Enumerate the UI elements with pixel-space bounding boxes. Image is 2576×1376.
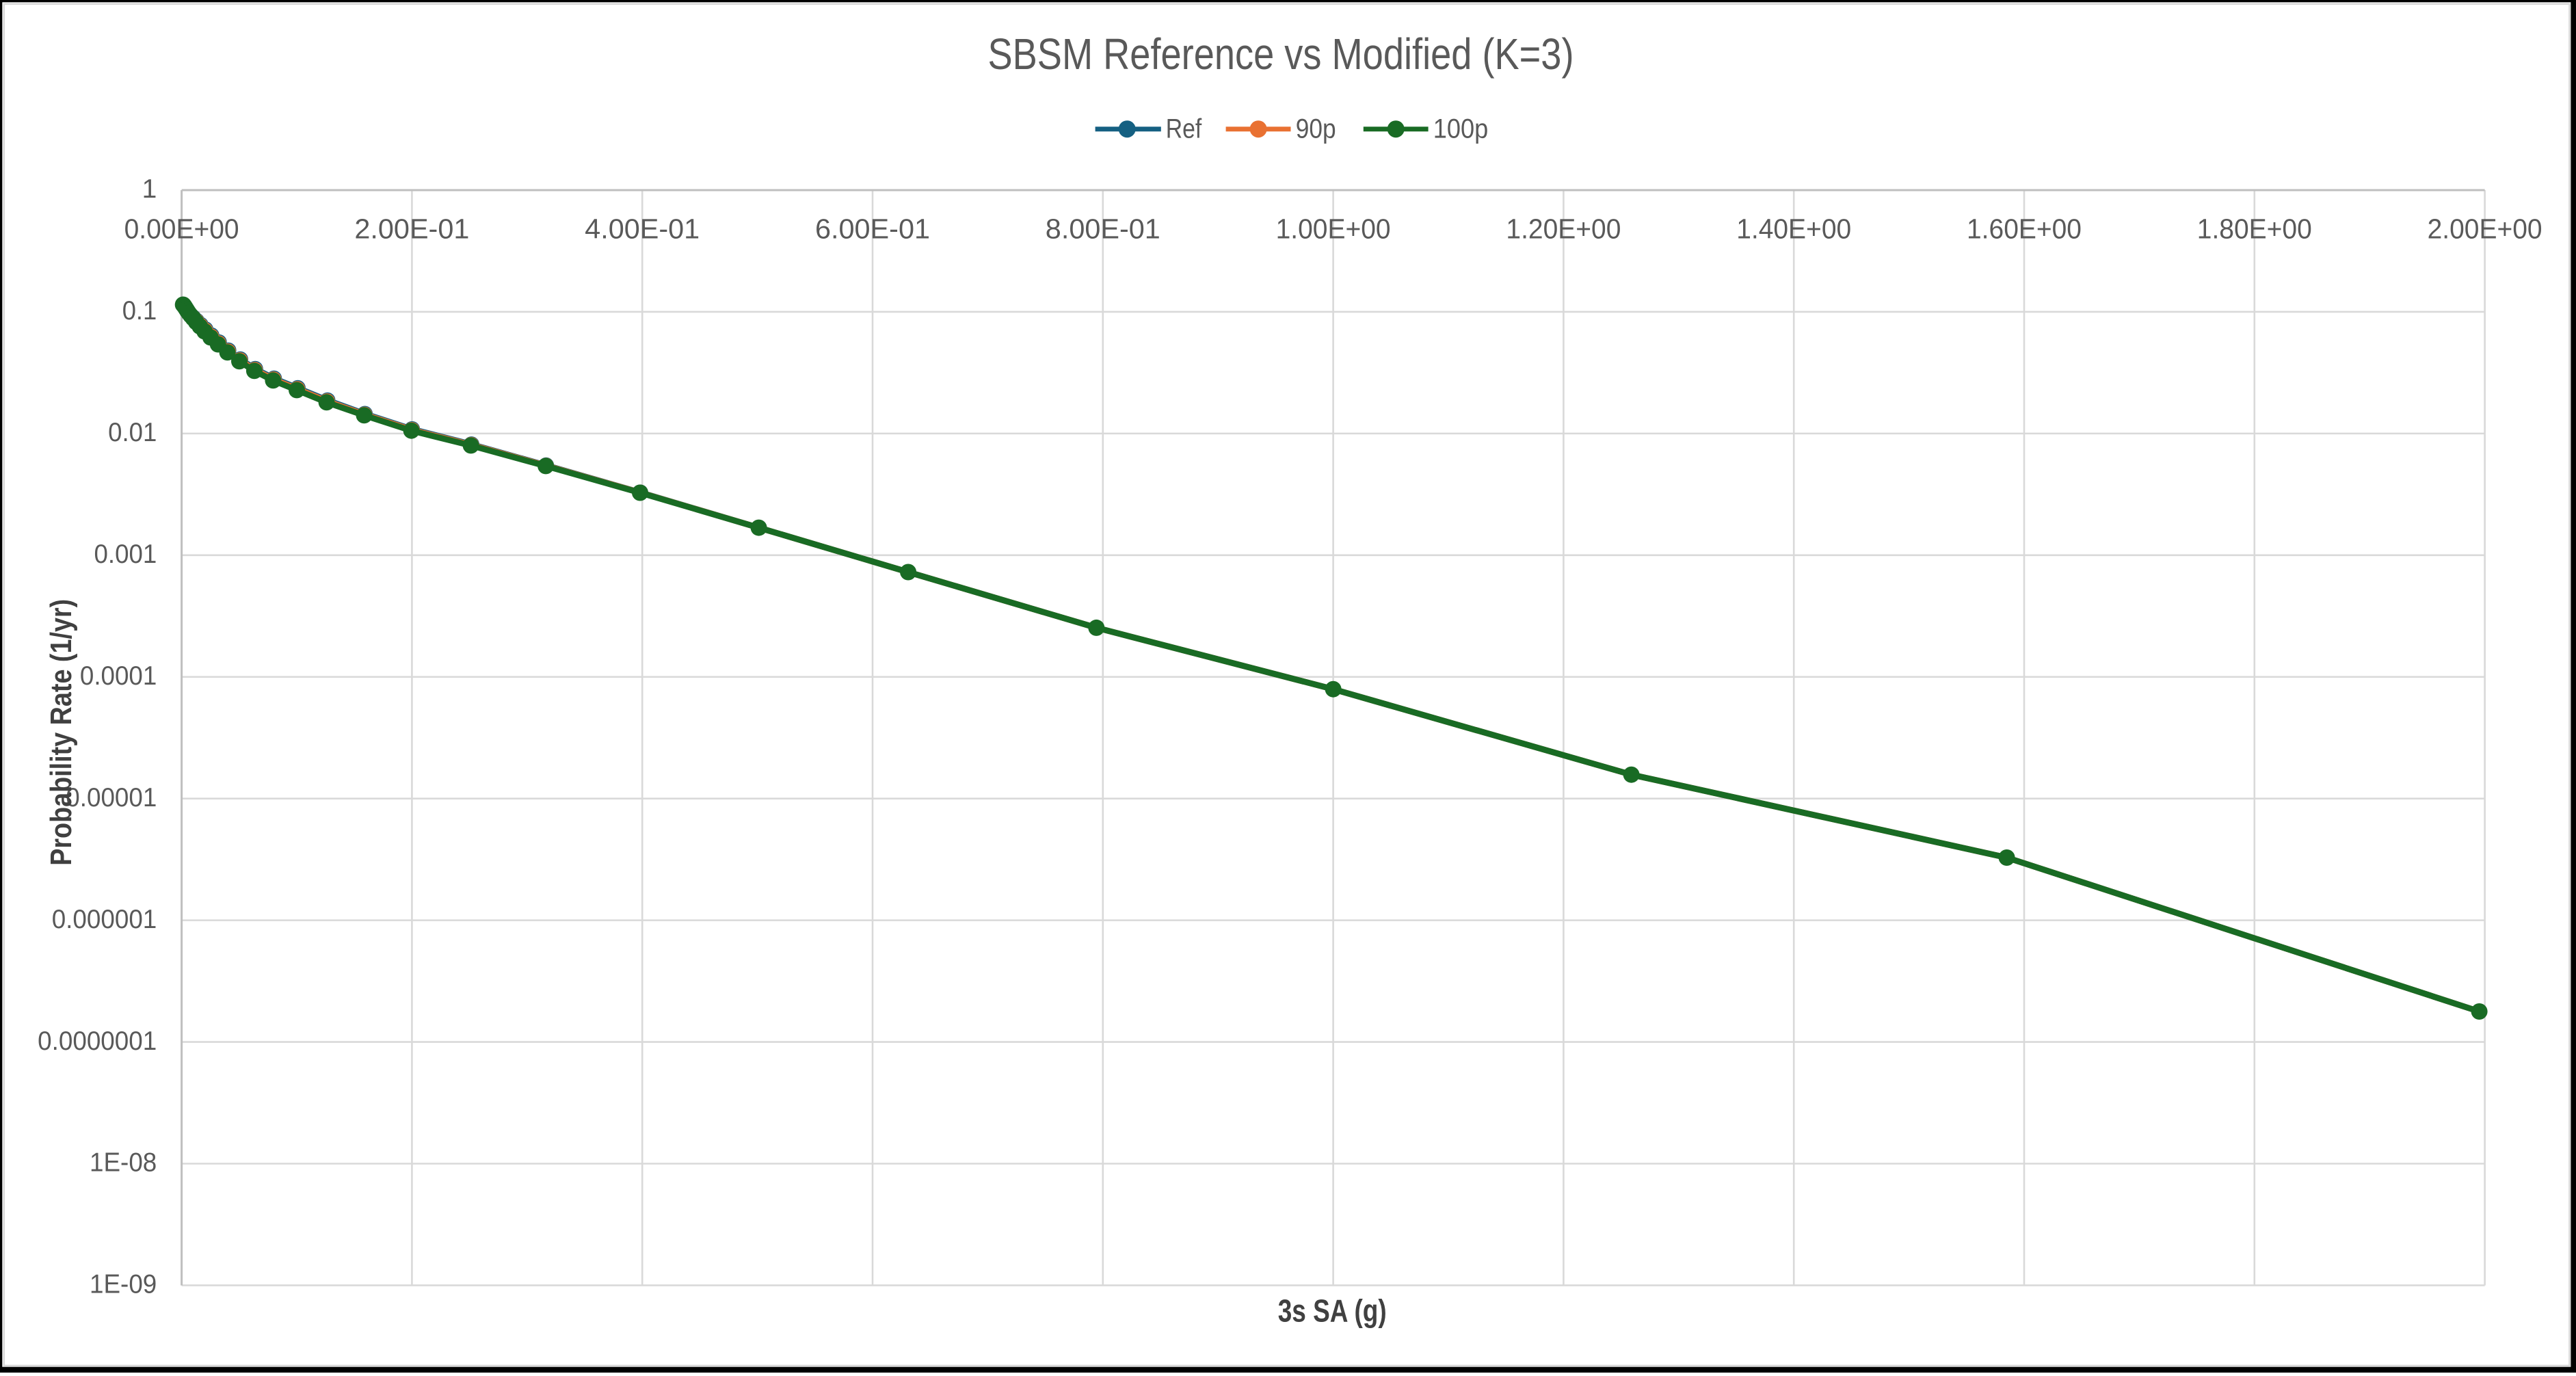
svg-text:90p: 90p	[1296, 114, 1336, 144]
svg-text:0.001: 0.001	[94, 540, 157, 569]
svg-text:1E-08: 1E-08	[90, 1148, 157, 1178]
svg-text:0.01: 0.01	[108, 418, 157, 447]
svg-text:SBSM Reference vs Modified (K=: SBSM Reference vs Modified (K=3)	[988, 29, 1574, 79]
svg-text:6.00E-01: 6.00E-01	[815, 213, 930, 245]
svg-text:1.60E+00: 1.60E+00	[1967, 213, 2082, 245]
svg-text:Ref: Ref	[1166, 114, 1202, 144]
svg-text:1E-09: 1E-09	[90, 1270, 157, 1299]
svg-text:2.00E-01: 2.00E-01	[354, 213, 469, 245]
svg-text:1.80E+00: 1.80E+00	[2197, 213, 2312, 245]
svg-text:Probability Rate (1/yr): Probability Rate (1/yr)	[44, 599, 78, 866]
svg-text:100p: 100p	[1433, 114, 1489, 144]
svg-text:0.0000001: 0.0000001	[38, 1027, 157, 1056]
svg-text:8.00E-01: 8.00E-01	[1046, 213, 1160, 245]
svg-text:0.00001: 0.00001	[66, 783, 157, 812]
svg-text:3s SA (g): 3s SA (g)	[1278, 1293, 1387, 1328]
svg-text:0.1: 0.1	[122, 296, 157, 326]
svg-text:0.00E+00: 0.00E+00	[124, 213, 239, 245]
svg-text:0.0001: 0.0001	[80, 661, 157, 691]
svg-text:4.00E-01: 4.00E-01	[585, 213, 700, 245]
svg-text:2.00E+00: 2.00E+00	[2428, 213, 2542, 245]
svg-text:0.000001: 0.000001	[52, 905, 157, 934]
svg-text:1.40E+00: 1.40E+00	[1736, 213, 1851, 245]
svg-text:1.20E+00: 1.20E+00	[1506, 213, 1621, 245]
svg-text:1: 1	[142, 174, 157, 204]
svg-text:1.00E+00: 1.00E+00	[1276, 213, 1391, 245]
